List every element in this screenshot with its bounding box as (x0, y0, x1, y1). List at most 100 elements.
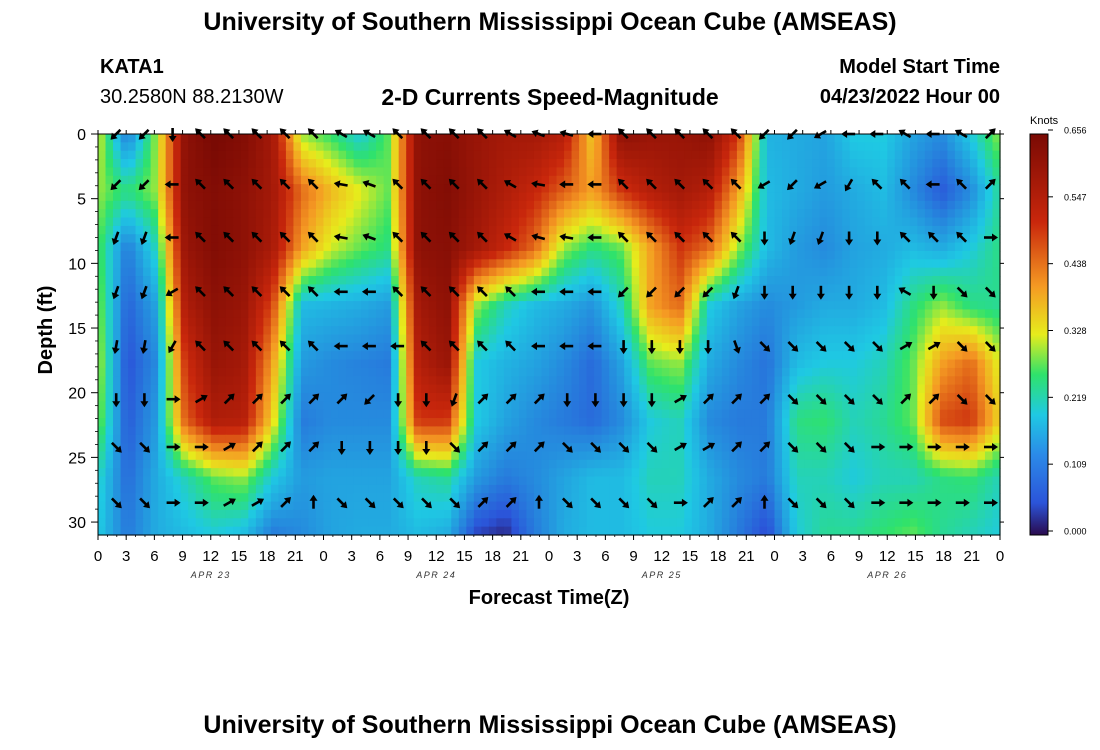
heatmap-cell (669, 359, 678, 369)
heatmap-cell (135, 259, 144, 269)
heatmap-cell (954, 134, 964, 143)
heatmap-cell (549, 459, 558, 469)
heatmap-cell (909, 426, 918, 436)
heatmap-cell (984, 334, 994, 344)
heatmap-cell (503, 167, 513, 177)
heatmap-cell (338, 418, 347, 427)
heatmap-cell (872, 192, 881, 202)
heatmap-cell (992, 225, 1001, 235)
heatmap-cell (270, 367, 279, 377)
station-coordinates: 30.2580N 88.2130W (100, 86, 284, 108)
heatmap-cell (293, 392, 302, 402)
heatmap-cell (158, 134, 167, 143)
heatmap-cell (210, 326, 219, 336)
heatmap-cell (240, 259, 249, 269)
heatmap-cell (533, 217, 543, 227)
heatmap-cell (661, 434, 670, 444)
heatmap-cell (391, 309, 400, 319)
heatmap-cell (255, 384, 264, 394)
heatmap-cell (939, 376, 948, 386)
heatmap-cell (654, 175, 663, 185)
heatmap-cell (954, 468, 964, 478)
heatmap-cell (609, 134, 618, 143)
heatmap-cell (954, 192, 964, 202)
heatmap-cell (466, 351, 475, 361)
heatmap-cell (488, 342, 497, 352)
heatmap-cell (977, 167, 986, 177)
heatmap-cell (105, 259, 114, 269)
heatmap-cell (864, 267, 873, 277)
heatmap-cell (751, 409, 761, 419)
heatmap-cell (631, 217, 640, 227)
heatmap-cell (225, 200, 234, 210)
heatmap-cell (819, 134, 828, 143)
heatmap-cell (804, 434, 813, 444)
heatmap-cell (98, 376, 107, 386)
heatmap-cell (646, 142, 655, 152)
heatmap-cell (954, 342, 964, 352)
heatmap-cell (766, 317, 776, 327)
heatmap-cell (962, 225, 971, 235)
heatmap-cell (421, 301, 430, 311)
heatmap-cell (646, 426, 655, 436)
heatmap-cell (624, 376, 633, 386)
heatmap-cell (451, 225, 460, 235)
heatmap-cell (135, 292, 144, 302)
heatmap-cell (902, 401, 911, 411)
heatmap-cell (458, 384, 467, 394)
heatmap-cell (481, 142, 490, 152)
heatmap-cell (331, 409, 340, 419)
heatmap-cell (541, 418, 550, 427)
heatmap-cell (902, 184, 911, 194)
heatmap-cell (113, 434, 122, 444)
heatmap-cell (443, 376, 452, 386)
heatmap-cell (917, 376, 926, 386)
heatmap-cell (609, 259, 618, 269)
heatmap-cell (804, 242, 813, 252)
heatmap-cell (406, 468, 415, 478)
heatmap-cell (699, 301, 708, 311)
heatmap-cell (766, 234, 776, 244)
heatmap-cell (218, 259, 227, 269)
heatmap-cell (233, 175, 242, 185)
heatmap-cell (654, 267, 663, 277)
heatmap-cell (654, 284, 663, 294)
heatmap-cell (691, 326, 700, 336)
heatmap-cell (315, 175, 325, 185)
heatmap-cell (285, 443, 295, 453)
heatmap-cell (225, 468, 234, 478)
heatmap-cell (406, 367, 415, 377)
heatmap-cell (413, 351, 422, 361)
heatmap-cell (105, 284, 114, 294)
heatmap-cell (969, 284, 979, 294)
heatmap-cell (526, 159, 535, 169)
heatmap-cell (556, 476, 565, 486)
heatmap-cell (984, 292, 994, 302)
heatmap-cell (383, 292, 392, 302)
heatmap-cell (924, 426, 933, 436)
heatmap-cell (376, 367, 385, 377)
heatmap-cell (924, 217, 933, 227)
heatmap-cell (353, 434, 362, 444)
heatmap-cell (225, 192, 234, 202)
heatmap-cell (98, 184, 107, 194)
heatmap-cell (218, 409, 227, 419)
heatmap-cell (834, 401, 843, 411)
heatmap-cell (849, 443, 858, 453)
heatmap-cell (977, 259, 986, 269)
heatmap-cell (774, 225, 783, 235)
heatmap-cell (451, 167, 460, 177)
heatmap-cell (751, 234, 761, 244)
heatmap-cell (661, 426, 670, 436)
heatmap-cell (774, 200, 783, 210)
heatmap-cell (203, 334, 212, 344)
heatmap-cell (331, 384, 340, 394)
heatmap-cell (564, 259, 573, 269)
heatmap-cell (594, 384, 603, 394)
heatmap-cell (601, 359, 610, 369)
heatmap-cell (353, 426, 362, 436)
heatmap-cell (857, 184, 866, 194)
heatmap-cell (789, 217, 798, 227)
heatmap-cell (924, 309, 933, 319)
heatmap-cell (150, 267, 159, 277)
